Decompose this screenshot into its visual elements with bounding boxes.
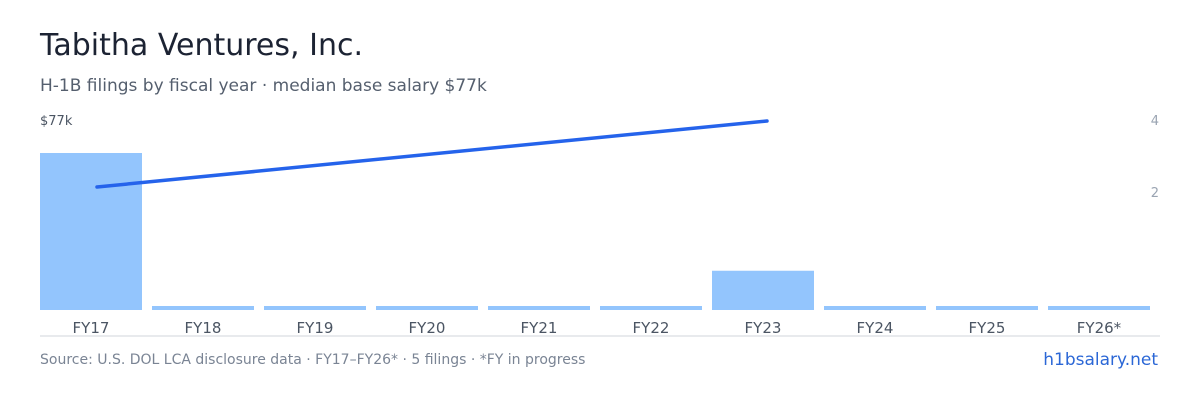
- footer-brand-link[interactable]: h1bsalary.net: [1043, 350, 1158, 370]
- y-right-tick-label: 2: [1151, 186, 1159, 201]
- x-tick-label: FY25: [969, 319, 1006, 337]
- bar-fy24: [824, 306, 926, 310]
- x-tick-label: FY18: [185, 319, 222, 337]
- x-tick-label: FY24: [857, 319, 894, 337]
- bar-fy23: [712, 270, 814, 310]
- salary-line: [95, 119, 769, 189]
- chart-subtitle: H-1B filings by fiscal year · median bas…: [40, 76, 487, 96]
- x-tick-label: FY20: [409, 319, 446, 337]
- x-tick-label: FY17: [73, 319, 110, 337]
- bar-fy25: [936, 306, 1038, 310]
- x-tick-label: FY23: [745, 319, 782, 337]
- x-tick-label: FY26*: [1077, 319, 1122, 337]
- bar-fy19: [264, 306, 366, 310]
- x-tick-label: FY19: [297, 319, 334, 337]
- x-tick-label: FY21: [521, 319, 558, 337]
- x-tick-label: FY22: [633, 319, 670, 337]
- bar-fy21: [488, 306, 590, 310]
- footer-source: Source: U.S. DOL LCA disclosure data · F…: [40, 352, 586, 368]
- bar-fy20: [376, 306, 478, 310]
- bar-fy22: [600, 306, 702, 310]
- chart-title: Tabitha Ventures, Inc.: [40, 28, 363, 63]
- bar-fy18: [152, 306, 254, 310]
- y-left-tick-label: $77k: [40, 114, 73, 129]
- y-right-tick-label: 4: [1151, 114, 1159, 129]
- bar-fy17: [40, 153, 142, 310]
- bar-fy26-inprogress: [1048, 306, 1150, 310]
